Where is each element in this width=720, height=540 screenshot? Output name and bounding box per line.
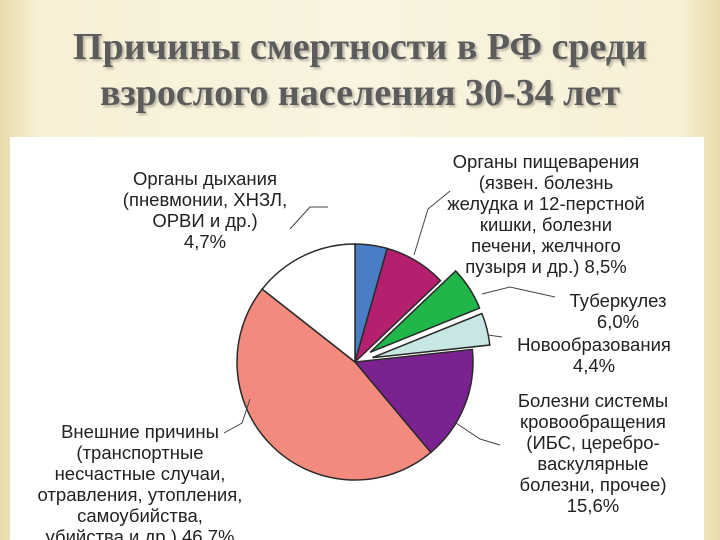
leader-line-digestive (413, 190, 451, 256)
slice-label-2: Туберкулез 6,0% (570, 290, 667, 332)
slice-label-4-line-3: васкулярные (537, 453, 648, 474)
title-line-1: Причины смертности в РФ среди (73, 26, 647, 68)
pie-slice-1 (353, 247, 442, 365)
extra-label-0-line-1: (пневмонии, ХНЗЛ, (123, 189, 287, 210)
slice-label-3-line-0: Новообразования (517, 334, 671, 355)
chart-panel: Органы пищеварения (язвен. болезнь желудка… (10, 137, 704, 540)
slice-label-5-line-1: (транспортные (76, 442, 203, 463)
slice-label-4: Болезни системы кровообращения (ИБС, цереб… (518, 390, 668, 516)
pie-slice-3 (372, 312, 491, 359)
leader-line-tuberculosis (481, 286, 556, 298)
leader-lines (223, 190, 556, 446)
slice-label-4-line-2: (ИБС, церебро- (526, 432, 659, 453)
title-line-2: взрослого населения 30-34 лет (99, 72, 621, 114)
slice-label-4-line-0: Болезни системы (518, 390, 668, 411)
slice-label-2-line-0: Туберкулез (570, 290, 667, 311)
slice-label-5-line-2: несчастные случаи, (55, 463, 226, 484)
pie-chart: Органы пищеварения (язвен. болезнь желудка… (38, 151, 671, 540)
leader-line-external (223, 398, 251, 434)
slice-label-5-line-0: Внешние причины (61, 421, 219, 442)
pie-slice-4 (353, 348, 474, 454)
pie-slice-5 (236, 288, 432, 481)
slice-label-1-line-0: Органы пищеварения (453, 151, 640, 172)
slice-label-4-line-1: кровообращения (520, 411, 666, 432)
slice-label-3-line-1: 4,4% (573, 355, 615, 376)
extra-label-0-line-0: Органы дыхания (133, 168, 277, 189)
pie-slice-2 (369, 269, 481, 353)
leader-line-neoplasms (487, 334, 503, 338)
slice-label-5: Внешние причины (транспортные несчастные с… (38, 421, 243, 540)
extra-label-0-line-3: 4,7% (184, 231, 226, 252)
slice-label-2-line-1: 6,0% (597, 311, 639, 332)
leader-line-circulatory (455, 422, 501, 446)
slice-label-5-line-4: самоубийства, (77, 505, 203, 526)
slice-label-1-line-2: желудка и 12-перстной (447, 193, 645, 214)
extra-label-0-line-2: ОРВИ и др.) (152, 210, 257, 231)
page-title: Причины смертности в РФ среди взрослого … (0, 24, 720, 116)
extra-label-0: Органы дыхания (пневмонии, ХНЗЛ, ОРВИ и др… (123, 168, 287, 252)
slice-labels: Органы пищеварения (язвен. болезнь желудка… (38, 151, 671, 540)
slice-label-4-line-4: болезни, прочее) (519, 474, 666, 495)
leader-line-respiratory (289, 206, 328, 230)
slice-label-1-line-1: (язвен. болезнь (479, 172, 614, 193)
slice-label-1-line-4: печени, желчного (471, 235, 621, 256)
slice-label-4-line-5: 15,6% (567, 495, 619, 516)
slice-label-1-line-5: пузыря и др.) 8,5% (465, 256, 626, 277)
slice-label-1-line-3: кишки, болезни (480, 214, 612, 235)
slice-label-5-line-5: убийства и др.) 46,7% (46, 526, 235, 540)
slice-label-1: Органы пищеварения (язвен. болезнь желудка… (447, 151, 645, 277)
pie-slices (236, 243, 491, 481)
slice-label-5-line-3: отравления, утопления, (38, 484, 243, 505)
pie-slice-6 (261, 243, 356, 364)
slice-label-3: Новообразования 4,4% (517, 334, 671, 376)
